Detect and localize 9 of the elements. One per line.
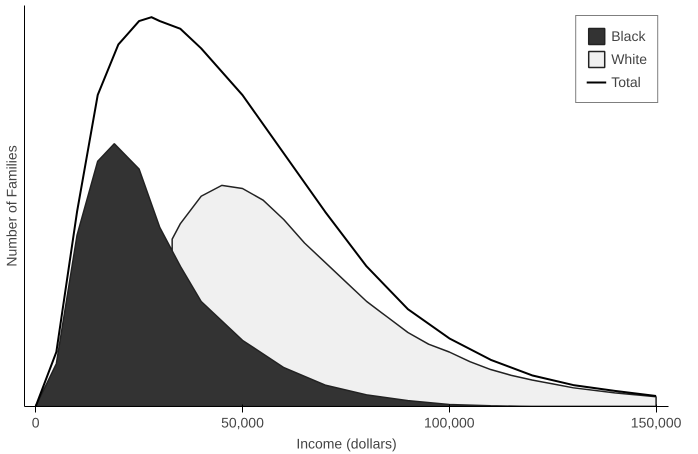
legend-label: Black	[611, 28, 646, 44]
y-axis-title: Number of Families	[4, 145, 20, 267]
x-tick-label: 50,000	[221, 414, 264, 430]
x-axis-title: Income (dollars)	[296, 436, 397, 452]
x-tick-label: 0	[32, 414, 40, 430]
legend-label: Total	[611, 74, 641, 90]
x-tick-label: 100,000	[424, 414, 475, 430]
x-tick-label: 150,000	[630, 414, 682, 430]
legend-label: White	[611, 51, 647, 67]
